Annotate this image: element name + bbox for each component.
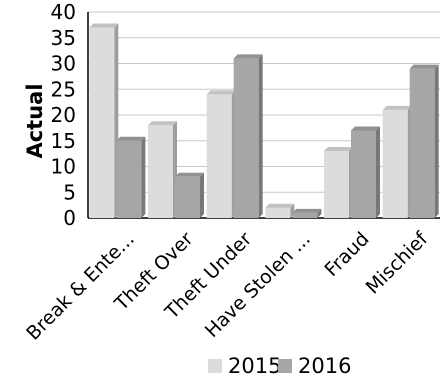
- bar-2016-3: [292, 208, 322, 218]
- x-tick-label-5: Mischief: [362, 227, 433, 298]
- bars: [89, 23, 439, 219]
- bar-2015-2: [206, 90, 236, 218]
- y-tick-label-25: 25: [51, 77, 76, 101]
- bar-2015-3: [265, 203, 295, 218]
- svg-text:2015: 2015: [228, 354, 281, 378]
- bar-2016-2: [233, 54, 263, 218]
- bar-2015-5: [382, 105, 412, 218]
- y-tick-label-10: 10: [51, 155, 76, 179]
- x-tick-label-4: Fraud: [320, 228, 373, 281]
- y-tick-label-15: 15: [51, 129, 76, 153]
- y-axis-label: Actual: [23, 83, 47, 158]
- gridlines: [88, 11, 440, 219]
- y-tick-label-0: 0: [63, 206, 76, 230]
- bar-2015-4: [324, 147, 353, 218]
- bar-2016-5: [409, 64, 439, 219]
- bar-2016-4: [351, 126, 380, 218]
- x-tick-label-3: Have Stolen ...: [201, 228, 315, 342]
- y-tick-label-20: 20: [51, 103, 76, 127]
- bar-2016-1: [175, 172, 204, 218]
- x-tick-label-0: Break & Ente...: [22, 228, 139, 345]
- legend-item-2015: 2015: [208, 354, 281, 378]
- y-tick-label-5: 5: [63, 180, 76, 204]
- bar-2016-0: [116, 136, 146, 218]
- legend-item-2016: 2016: [278, 354, 351, 378]
- svg-text:2016: 2016: [298, 354, 351, 378]
- y-tick-label-35: 35: [51, 26, 76, 50]
- axes: [87, 12, 440, 219]
- y-tick-label-30: 30: [51, 52, 76, 76]
- bar-2015-1: [148, 121, 177, 218]
- y-tick-label-40: 40: [51, 0, 76, 24]
- bar-2015-0: [89, 23, 119, 219]
- legend: 2015 2016: [208, 354, 351, 378]
